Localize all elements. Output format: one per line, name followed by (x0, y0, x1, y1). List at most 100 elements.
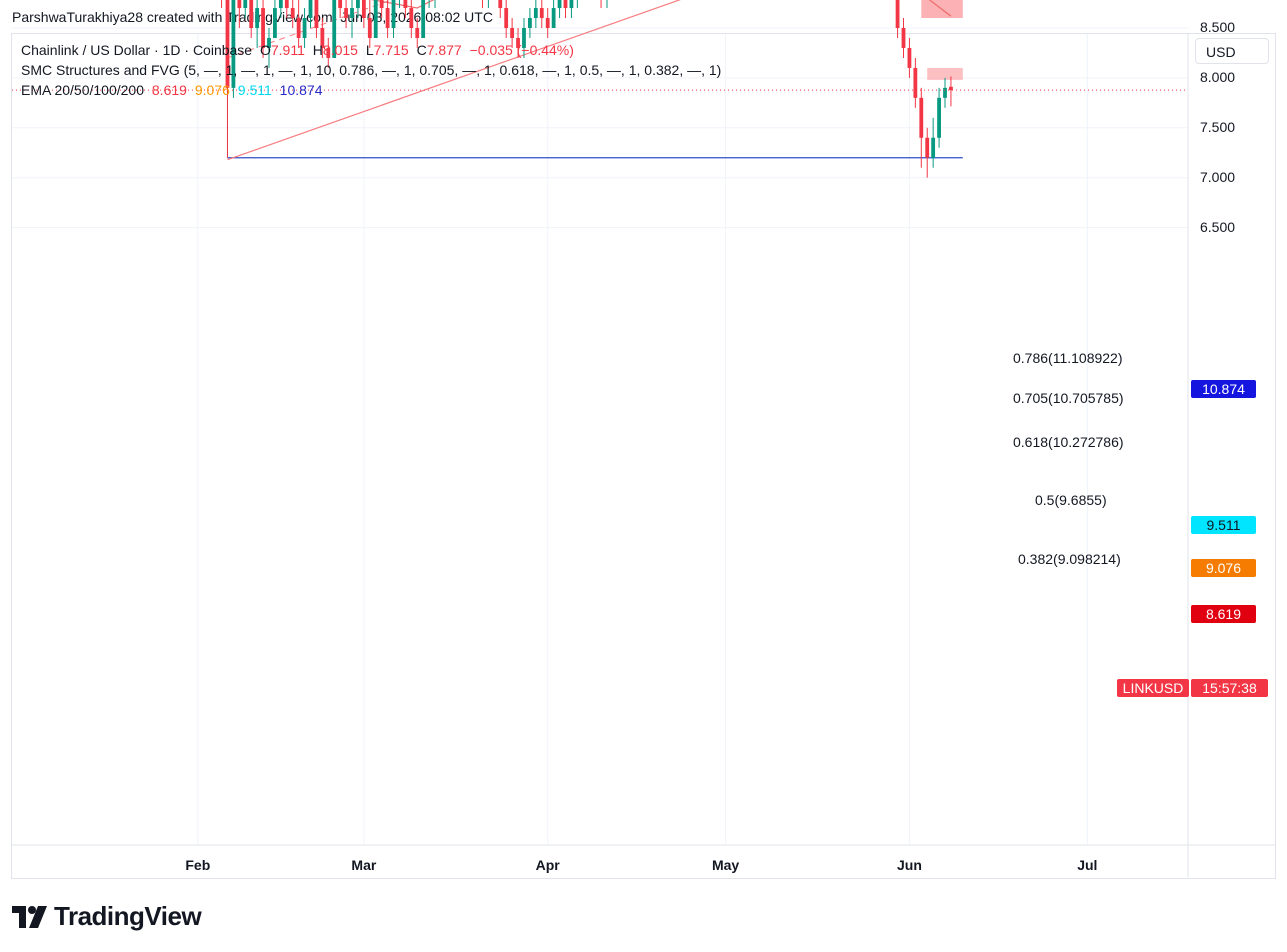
y-tick-label: 7.500 (1200, 118, 1236, 135)
candle-body (504, 8, 509, 28)
candle-body (919, 97, 924, 138)
candle-body (332, 0, 337, 58)
candle-body (901, 28, 906, 48)
candle-body (296, 18, 301, 38)
fib-label-0705: 0.705(10.705785) (1013, 390, 1124, 406)
grid-layer (12, 27, 1276, 877)
legend-open-label: O (259, 42, 271, 58)
candle-body (385, 8, 390, 28)
candle-body (249, 0, 254, 29)
legend-low-label: L (365, 42, 374, 58)
candle-body (314, 0, 319, 29)
candle-body (551, 8, 556, 28)
legend-symbol[interactable]: Chainlink / US Dollar · 1D · Coinbase (21, 42, 253, 58)
candle-body (516, 37, 520, 48)
tradingview-logo[interactable]: TradingView (12, 901, 202, 932)
candle-body (569, 0, 574, 9)
candle-layer (221, 0, 953, 178)
legend-ema-row[interactable]: EMA 20/50/100/200 8.619 9.076 9.511 10.8… (21, 82, 326, 98)
legend-close-label: C (416, 42, 427, 58)
legend-change: −0.035 (−0.44%) (469, 42, 574, 58)
candle-body (415, 28, 420, 38)
candle-body (539, 8, 544, 19)
candle-body (261, 8, 265, 48)
candle-body (267, 37, 271, 48)
candle-body (361, 0, 366, 19)
candle-body (403, 0, 408, 9)
candle-body (356, 0, 360, 9)
candle-body (528, 18, 532, 28)
tradingview-logo-icon (12, 905, 47, 928)
candle-body (563, 0, 568, 9)
candle-body (290, 8, 295, 19)
legend-ema50-value: 9.076 (194, 82, 230, 98)
fib-label-0786: 0.786(11.108922) (1013, 350, 1123, 366)
candle-body (533, 8, 538, 19)
x-tick-label: Mar (351, 857, 377, 873)
legend-high-value: 8.015 (322, 42, 358, 58)
candle-body (557, 0, 562, 9)
legend-ema200-value: 10.874 (279, 82, 323, 98)
candle-body (338, 0, 343, 9)
candle-body (949, 86, 953, 91)
candle-body (421, 0, 426, 38)
candle-body (373, 0, 378, 38)
y-tick-label: 6.500 (1200, 218, 1236, 235)
candle-body (943, 87, 947, 98)
candle-body (344, 8, 348, 19)
candle-body (225, 0, 230, 88)
ema20-price-tag: 8.619 (1191, 605, 1256, 623)
candle-body (367, 18, 372, 38)
candle-body (273, 8, 277, 38)
candle-body (326, 47, 331, 58)
legend-high-label: H (312, 42, 323, 58)
y-tick-label: 8.000 (1200, 68, 1236, 85)
candle-body (937, 97, 941, 138)
x-tick-label: Jun (896, 857, 922, 873)
legend-low-value: 7.715 (373, 42, 409, 58)
x-tick-label: May (711, 857, 740, 873)
candle-body (895, 0, 900, 28)
x-tick-label: Feb (185, 857, 211, 873)
fib-label-0618: 0.618(10.272786) (1013, 434, 1124, 450)
candle-body (255, 8, 260, 28)
candle-body (409, 8, 414, 28)
legend-ema20-value: 8.619 (151, 82, 187, 98)
candle-body (498, 0, 503, 9)
candle-body (391, 0, 396, 29)
fvg-zone-small (927, 67, 963, 80)
candle-body (913, 67, 918, 98)
symbol-price-tag: LINKUSD (1117, 679, 1189, 697)
candle-body (907, 47, 912, 68)
channel-lower-line (227, 0, 681, 161)
candle-body (522, 28, 526, 48)
ema50-price-tag: 9.076 (1191, 559, 1256, 577)
candle-body (278, 0, 283, 9)
candle-body (510, 28, 515, 38)
ema100-price-tag: 9.511 (1191, 516, 1256, 534)
legend-symbol-row: Chainlink / US Dollar · 1D · Coinbase O7… (21, 42, 578, 58)
candle-body (545, 18, 550, 28)
candle-body (379, 0, 384, 9)
candle-body (308, 0, 313, 19)
candle-body (925, 137, 930, 158)
candle-body (320, 28, 325, 48)
y-tick-label: 8.500 (1200, 19, 1236, 35)
candle-body (243, 0, 248, 9)
legend-close-value: 7.877 (426, 42, 462, 58)
legend-smc-indicator[interactable]: SMC Structures and FVG (5, —, 1, —, 1, —… (21, 62, 722, 78)
x-tick-label: Jul (1077, 857, 1098, 873)
countdown-tag: 15:57:38 (1191, 679, 1268, 697)
fib-label-0382: 0.382(9.098214) (1018, 551, 1121, 567)
candle-body (931, 137, 936, 158)
candle-body (350, 8, 354, 19)
candle-body (231, 0, 236, 88)
chart-frame (11, 33, 1276, 879)
candle-body (284, 0, 289, 9)
legend-ema-label: EMA 20/50/100/200 (21, 82, 144, 98)
y-tick-label: 7.000 (1200, 168, 1236, 185)
currency-selector[interactable]: USD (1195, 38, 1269, 64)
fib-label-05: 0.5(9.6855) (1035, 492, 1107, 508)
legend-open-value: 7.911 (270, 42, 305, 58)
